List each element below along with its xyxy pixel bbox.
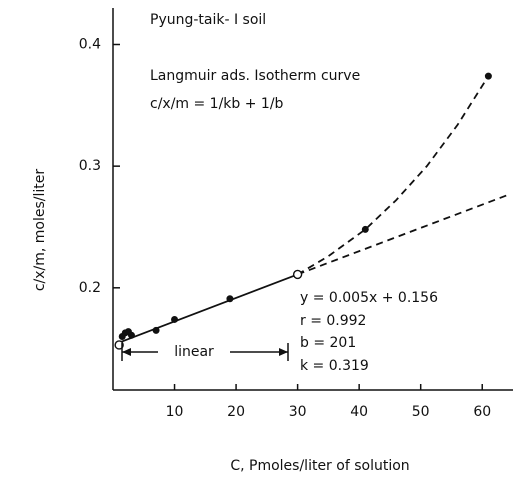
- arrow-head: [279, 348, 288, 356]
- y-tick-label: 0.4: [79, 36, 101, 52]
- fit-line: [297, 194, 508, 276]
- data-point: [484, 72, 492, 80]
- y-axis-label: c/x/m, moles/liter: [32, 169, 48, 292]
- x-tick-label: 30: [289, 404, 307, 420]
- x-tick-label: 50: [412, 404, 430, 420]
- annotation: Langmuir ads. Isotherm curve: [150, 68, 360, 84]
- fit-line: [297, 75, 490, 276]
- data-point: [171, 315, 179, 323]
- x-tick-label: 10: [166, 404, 184, 420]
- annotation: b = 201: [300, 335, 356, 351]
- y-tick-label: 0.3: [79, 158, 101, 174]
- data-point: [361, 225, 369, 233]
- annotation: k = 0.319: [300, 358, 369, 374]
- x-tick-label: 60: [473, 404, 491, 420]
- x-axis-label: C, Pmoles/liter of solution: [230, 458, 409, 474]
- annotation: c/x/m = 1/kb + 1/b: [150, 96, 284, 112]
- x-tick-label: 20: [227, 404, 245, 420]
- annotation: r = 0.992: [300, 313, 366, 329]
- y-tick-label: 0.2: [79, 280, 101, 296]
- arrow-head: [122, 348, 131, 356]
- data-point: [226, 295, 234, 303]
- chart-title: Pyung-taik- I soil: [150, 12, 266, 28]
- data-point: [152, 326, 160, 334]
- fit-line: [118, 273, 298, 344]
- annotation: linear: [174, 344, 214, 360]
- data-point: [292, 269, 303, 280]
- data-point: [127, 331, 135, 339]
- annotation: y = 0.005x + 0.156: [300, 290, 438, 306]
- x-tick-label: 40: [350, 404, 368, 420]
- data-point: [114, 340, 124, 350]
